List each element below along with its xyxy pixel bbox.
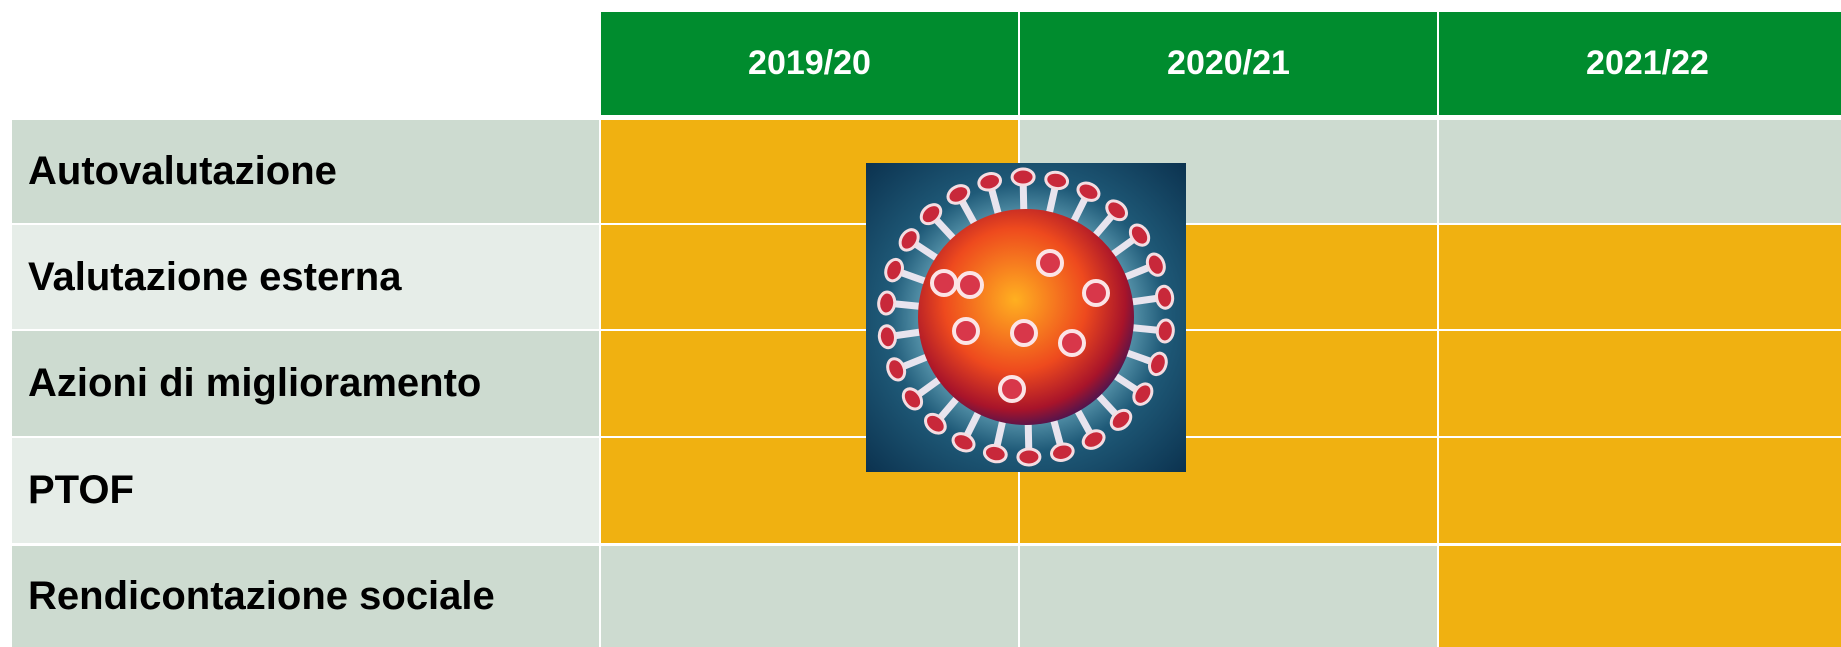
virus-dot (1038, 251, 1062, 275)
virus-dot (932, 271, 956, 295)
virus-spike-tip (1018, 449, 1040, 465)
timeline-cell (1439, 331, 1841, 436)
column-header: 2020/21 (1020, 12, 1437, 115)
virus-dot (1012, 321, 1036, 345)
virus-spike-tip (878, 291, 896, 314)
timeline-cell (601, 546, 1018, 647)
timeline-cell (1439, 120, 1841, 223)
virus-illustration (866, 163, 1186, 472)
virus-spike-tip (1012, 169, 1034, 185)
row-label: Valutazione esterna (12, 225, 599, 329)
virus-dot (1084, 281, 1108, 305)
virus-dot (1060, 331, 1084, 355)
timeline-cell (1439, 438, 1841, 543)
virus-dot (954, 319, 978, 343)
virus-dot (958, 273, 982, 297)
column-header: 2021/22 (1439, 12, 1841, 115)
virus-dot (1000, 377, 1024, 401)
timeline-cell (1439, 225, 1841, 329)
virus-core (918, 209, 1134, 425)
row-label: Rendicontazione sociale (12, 546, 599, 647)
page: 2019/202020/212021/22 AutovalutazioneValu… (0, 0, 1841, 647)
timeline-cell (1020, 546, 1437, 647)
row-label: Azioni di miglioramento (12, 331, 599, 436)
row-label: Autovalutazione (12, 120, 599, 223)
row-label: PTOF (12, 438, 599, 543)
column-header: 2019/20 (601, 12, 1018, 115)
timeline-cell (1439, 546, 1841, 647)
virus-spike-tip (1156, 319, 1174, 342)
